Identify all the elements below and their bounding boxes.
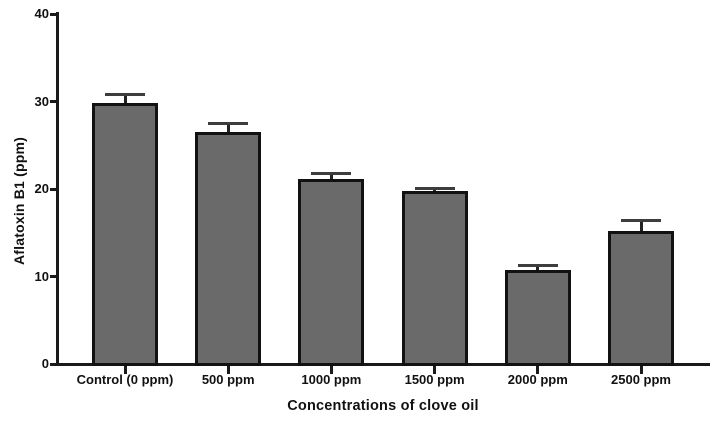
error-bar-cap bbox=[208, 121, 249, 125]
x-axis-category-label: 2500 ppm bbox=[611, 372, 671, 387]
x-axis-tick bbox=[536, 366, 540, 374]
x-axis-tick bbox=[329, 366, 333, 374]
x-axis-category-label: 500 ppm bbox=[201, 372, 255, 387]
y-axis-tick bbox=[50, 275, 57, 278]
y-axis-tick-label: 20 bbox=[34, 181, 49, 196]
bar-3 bbox=[298, 178, 365, 366]
error-bar-cap bbox=[414, 186, 455, 190]
x-axis-tick bbox=[639, 366, 643, 374]
bar-6 bbox=[608, 231, 674, 366]
error-bar-cap bbox=[105, 93, 145, 96]
x-axis-line bbox=[56, 363, 710, 366]
y-axis-tick bbox=[50, 362, 57, 366]
x-axis-tick bbox=[226, 366, 230, 374]
y-axis-line bbox=[56, 12, 59, 366]
x-axis-tick bbox=[433, 366, 437, 374]
bar-5 bbox=[504, 270, 571, 366]
error-bar-cap bbox=[311, 171, 352, 175]
x-axis-title: Concentrations of clove oil bbox=[287, 398, 479, 414]
x-axis-category-label: 2000 ppm bbox=[507, 372, 568, 387]
error-bar-stem bbox=[536, 265, 540, 273]
y-axis-tick-label: 10 bbox=[34, 268, 49, 284]
y-axis-tick bbox=[50, 100, 57, 103]
error-bar-cap bbox=[621, 219, 661, 222]
x-axis-tick bbox=[123, 366, 127, 374]
bar-1 bbox=[92, 103, 158, 366]
y-axis-tick-label: 40 bbox=[34, 6, 49, 21]
error-bar-stem bbox=[433, 188, 437, 193]
bar-4 bbox=[401, 190, 468, 366]
bar-2 bbox=[195, 132, 262, 366]
error-bar-stem bbox=[123, 94, 127, 106]
error-bar-stem bbox=[639, 220, 643, 233]
y-axis-tick bbox=[50, 187, 57, 191]
x-axis-category-label: 1500 ppm bbox=[404, 372, 465, 387]
error-bar-stem bbox=[329, 173, 333, 181]
y-axis-tick-label: 30 bbox=[34, 93, 49, 109]
x-axis-category-label: 1000 ppm bbox=[301, 372, 362, 387]
y-axis-tick-label: 0 bbox=[41, 356, 49, 371]
y-axis-tick bbox=[50, 12, 57, 16]
error-bar-cap bbox=[517, 263, 558, 267]
x-axis-category-label: Control (0 ppm) bbox=[76, 372, 174, 387]
error-bar-stem bbox=[226, 123, 230, 135]
